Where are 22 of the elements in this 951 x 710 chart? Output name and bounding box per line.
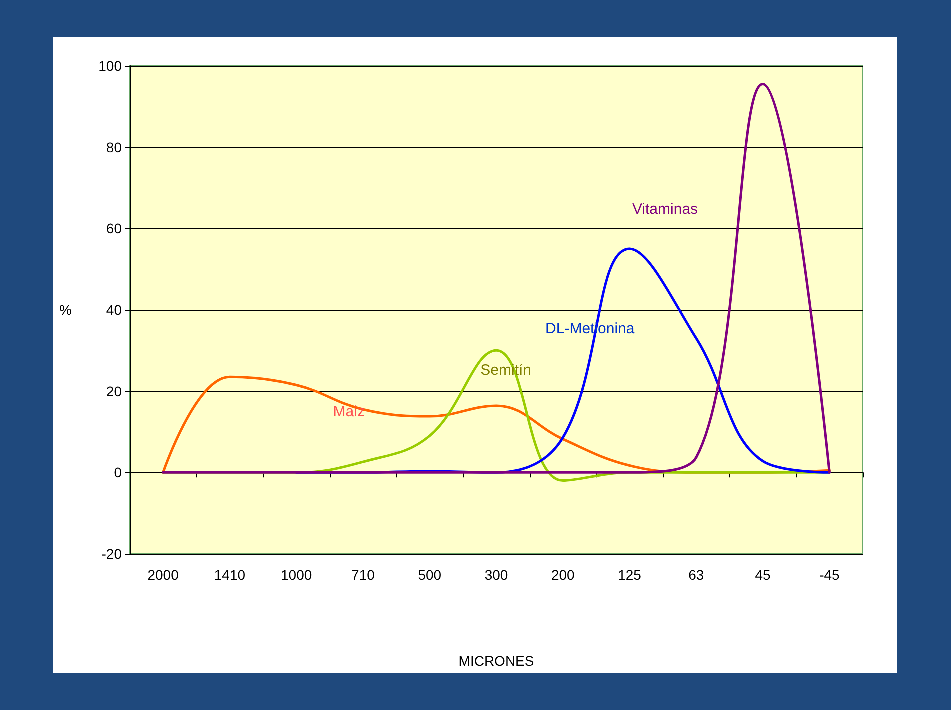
y-tick-label: 60 [106,220,122,237]
x-tick-label: 63 [688,567,704,583]
x-tick-label: 710 [352,567,376,583]
series-label: Maiz [333,404,365,421]
x-tick-label: 500 [418,567,442,583]
y-tick-label: 100 [98,58,122,74]
x-tick-label: 1410 [214,567,246,583]
y-tick-label: -20 [102,546,122,562]
x-tick-label: 1000 [281,567,312,583]
y-tick-label: 40 [106,302,122,318]
x-tick-label: 45 [755,567,772,583]
x-tick-label: 2000 [148,567,180,583]
x-axis-title: MICRONES [458,653,534,669]
x-tick-label: 300 [484,567,508,583]
x-tick-label: 200 [551,567,576,583]
text: Vitaminas [632,200,698,218]
y-tick-label: 0 [114,464,122,481]
x-tick-label: 125 [618,567,642,583]
y-tick-label: 80 [106,139,122,156]
y-tick-label: 20 [106,383,122,400]
x-tick-label: -45 [820,567,840,583]
y-axis-title: % [60,302,72,318]
